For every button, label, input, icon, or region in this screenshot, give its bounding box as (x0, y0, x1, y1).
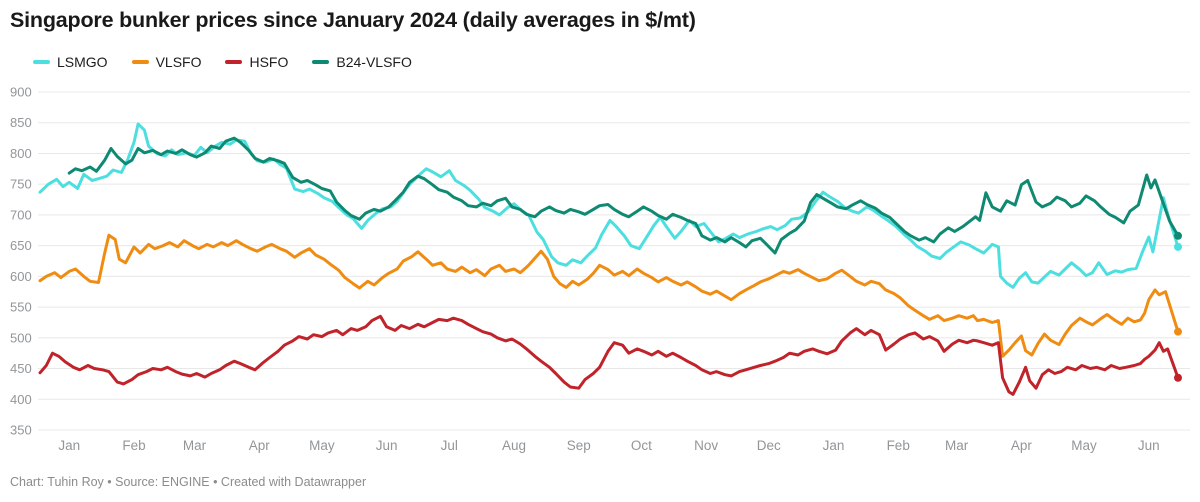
y-tick-label: 450 (10, 361, 32, 376)
x-tick-label: Jan (58, 438, 80, 453)
x-tick-label: Oct (631, 438, 652, 453)
x-tick-label: Jul (441, 438, 458, 453)
x-tick-label: Sep (567, 438, 591, 453)
x-tick-label: Feb (887, 438, 910, 453)
y-tick-label: 800 (10, 146, 32, 161)
y-tick-label: 850 (10, 115, 32, 130)
legend-item-lsmgo: LSMGO (33, 55, 108, 69)
x-tick-label: Jun (1138, 438, 1160, 453)
legend-label-b24-vlsfo: B24-VLSFO (336, 54, 412, 70)
y-tick-label: 550 (10, 300, 32, 315)
legend-item-hsfo: HSFO (225, 55, 288, 69)
series-end-dot-b24-vlsfo (1174, 231, 1182, 240)
legend-item-b24-vlsfo: B24-VLSFO (312, 54, 412, 70)
x-tick-label: Mar (945, 438, 969, 453)
legend-label-hsfo: HSFO (249, 54, 289, 70)
x-tick-label: Mar (183, 438, 207, 453)
b24-vlsfo-swatch-icon (312, 60, 330, 64)
series-line-b24-vlsfo[interactable] (67, 136, 1180, 255)
lsmgo-swatch-icon (33, 60, 50, 64)
x-tick-label: Jun (376, 438, 398, 453)
chart-title: Singapore bunker prices since January 20… (10, 8, 696, 32)
series-line-vlsfo[interactable] (38, 233, 1180, 358)
y-tick-label: 650 (10, 238, 32, 253)
series-line-hsfo[interactable] (38, 314, 1180, 396)
vlsfo-swatch-icon (131, 60, 149, 64)
chart-footer: Chart: Tuhin Roy • Source: ENGINE • Crea… (10, 475, 367, 489)
legend-label-lsmgo: LSMGO (57, 54, 108, 70)
y-tick-label: 600 (10, 269, 32, 284)
y-tick-label: 350 (10, 423, 32, 438)
x-tick-label: Feb (122, 438, 145, 453)
y-tick-label: 400 (10, 392, 32, 407)
y-tick-label: 900 (10, 85, 32, 100)
y-tick-label: 700 (10, 207, 32, 222)
x-tick-label: Dec (757, 438, 781, 453)
y-tick-label: 750 (10, 177, 32, 192)
x-tick-label: Apr (1011, 438, 1033, 453)
x-tick-label: Aug (502, 438, 526, 453)
legend-item-vlsfo: VLSFO (131, 54, 202, 70)
x-tick-label: Jan (823, 438, 845, 453)
hsfo-swatch-icon (225, 60, 243, 64)
legend: LSMGO VLSFO HSFO B24-VLSFO (33, 55, 412, 69)
series-end-dot-lsmgo (1174, 242, 1182, 251)
y-tick-label: 500 (10, 330, 32, 345)
x-tick-label: May (1071, 438, 1097, 453)
series-end-dot-hsfo (1174, 373, 1182, 382)
legend-label-vlsfo: VLSFO (155, 54, 202, 70)
x-tick-label: Apr (249, 438, 271, 453)
series-end-dot-vlsfo (1174, 327, 1182, 336)
x-tick-label: May (309, 438, 335, 453)
x-tick-label: Nov (694, 438, 718, 453)
